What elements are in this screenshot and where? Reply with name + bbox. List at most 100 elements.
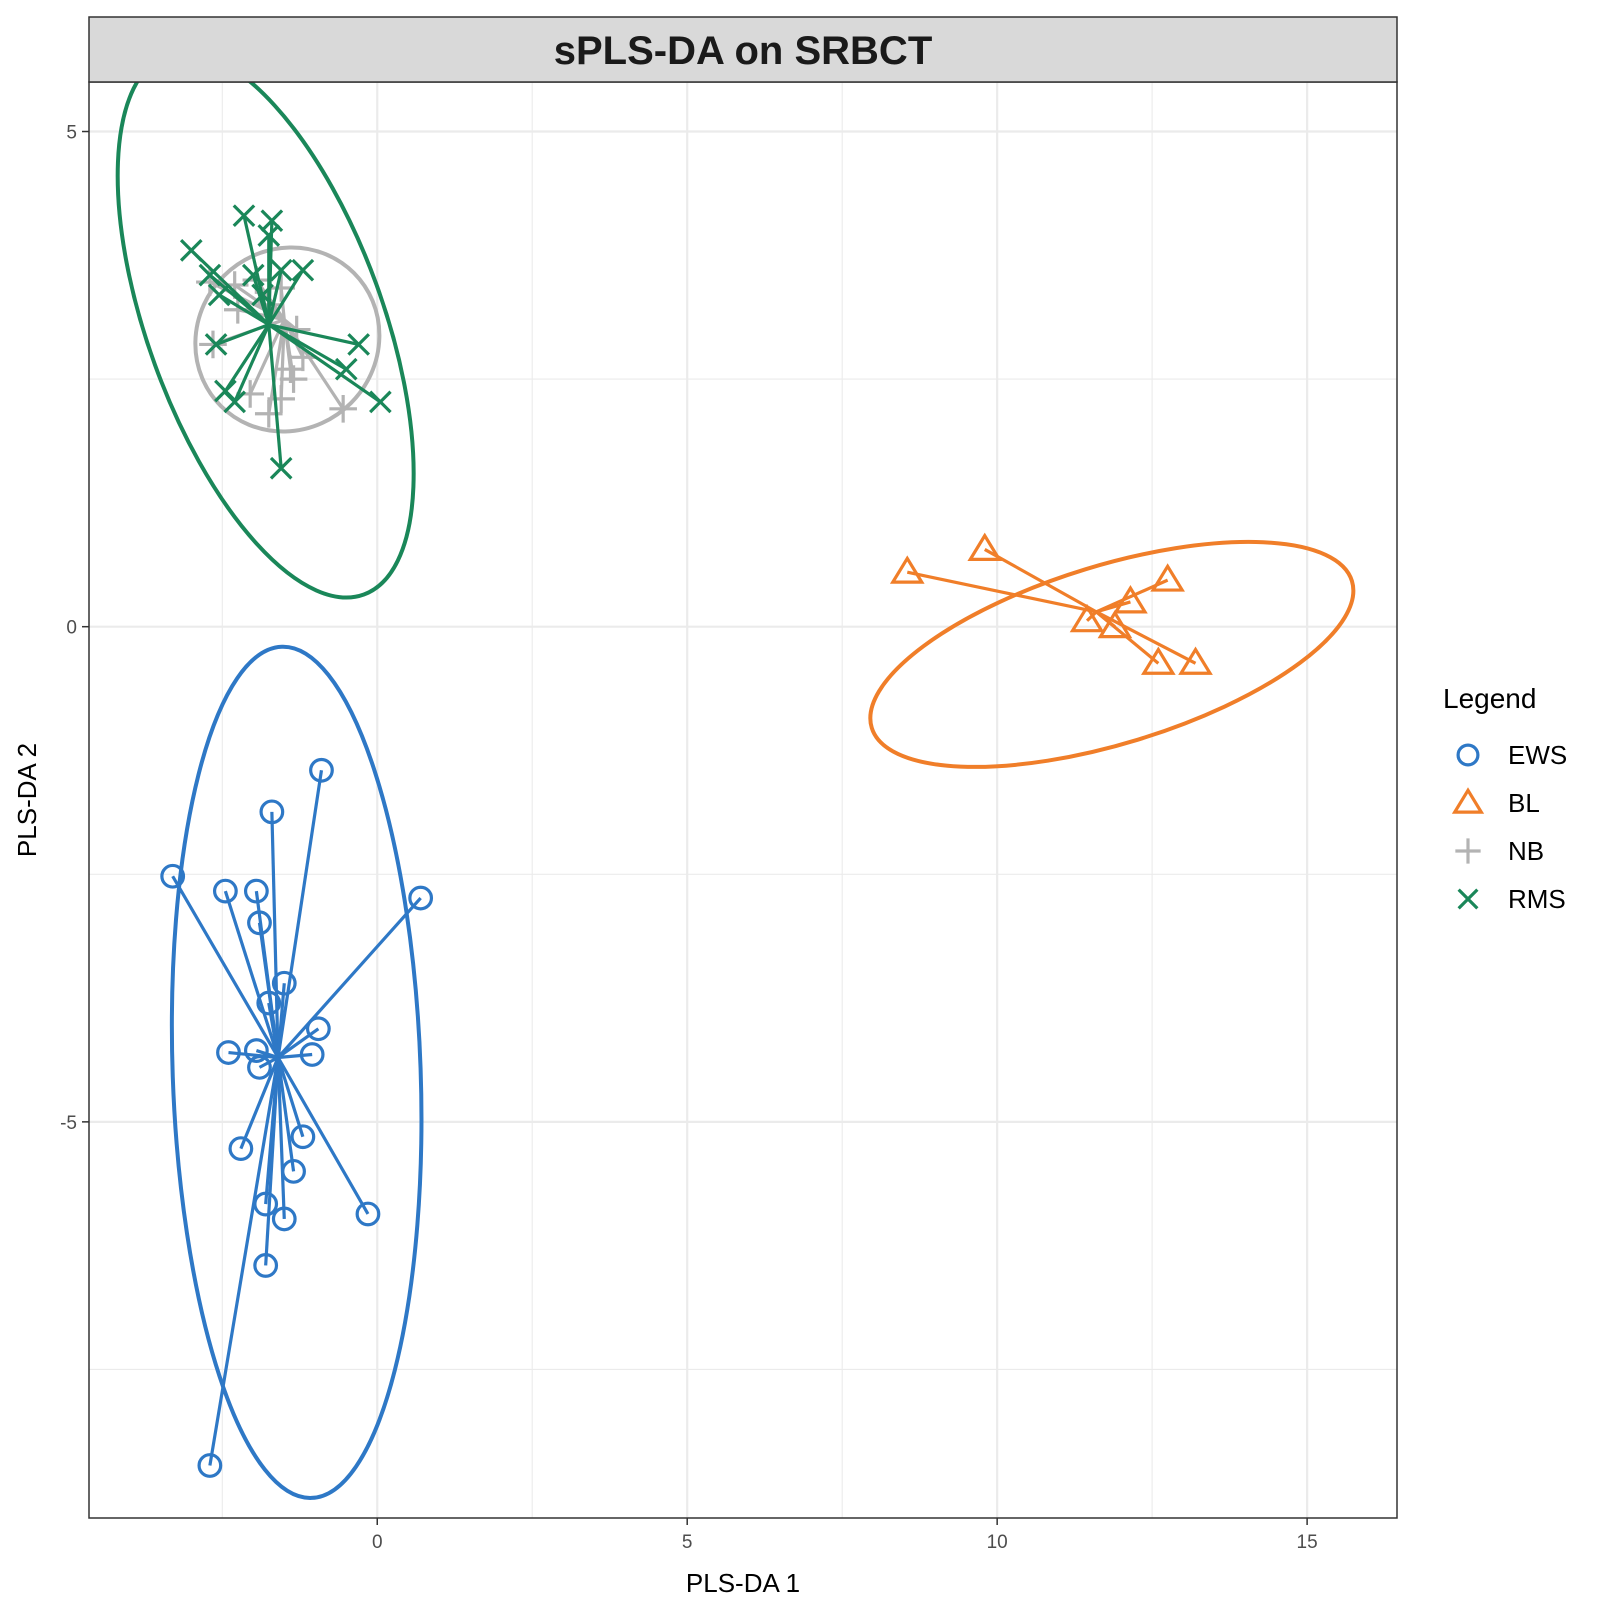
data-point-ews [247, 1054, 272, 1080]
series-rms [115, 49, 416, 600]
x-tick-label: 5 [682, 1532, 693, 1553]
data-point-bl [1113, 585, 1148, 614]
star-line-rms [267, 269, 305, 326]
star-line-ews [264, 1057, 280, 1266]
star-line-rms [267, 323, 382, 404]
data-point-ews [253, 1253, 279, 1278]
data-point-nb [267, 385, 295, 413]
confidence-ellipse-ews [169, 644, 424, 1500]
data-point-rms [198, 263, 222, 287]
data-point-ews [216, 1040, 241, 1065]
data-point-ews [290, 1124, 316, 1150]
data-point-bl [1140, 646, 1176, 675]
data-point-rms [369, 390, 392, 414]
legend: Legend EWS BL NB RMS [1443, 683, 1567, 914]
data-point-bl [889, 555, 925, 584]
data-point-ews [247, 910, 272, 936]
star-line-ews [276, 896, 422, 1059]
star-line-ews [270, 811, 280, 1058]
star-line-ews [276, 770, 324, 1058]
star-line-ews [276, 983, 286, 1058]
x-axis-title: PLS-DA 1 [686, 1568, 800, 1598]
confidence-ellipse-nb [193, 245, 382, 434]
data-point-ews [256, 990, 282, 1016]
data-point-rms [251, 283, 274, 307]
data-point-rms [241, 263, 265, 287]
confidence-ellipse-bl [868, 539, 1356, 769]
data-point-rms [291, 258, 315, 282]
data-point-ews [355, 1201, 381, 1227]
star-line-ews [208, 1057, 280, 1466]
star-line-ews [228, 1050, 279, 1060]
data-point-ews [305, 1016, 331, 1042]
star-line-bl [1095, 600, 1131, 614]
star-line-ews [276, 1057, 286, 1219]
star-line-ews [276, 1057, 296, 1172]
data-layer [115, 49, 1356, 1500]
data-point-ews [271, 1206, 297, 1232]
star-line-rms [224, 323, 271, 392]
star-line-ews [223, 890, 280, 1058]
data-point-ews [299, 1042, 325, 1067]
x-tick-label: 0 [372, 1532, 383, 1553]
y-tick-label: 0 [66, 618, 77, 639]
star-line-rms [218, 293, 270, 327]
star-line-ews [277, 1027, 320, 1059]
legend-label-bl: BL [1508, 788, 1540, 818]
axes: 0 5 10 15 -5 0 5 [60, 123, 1318, 1553]
data-point-ews [228, 1136, 254, 1162]
legend-key-bl [1451, 787, 1485, 814]
star-line-rms [267, 269, 283, 325]
star-line-ews [276, 1056, 370, 1215]
data-point-bl [1069, 603, 1105, 633]
data-point-rms [207, 283, 231, 307]
series-ews [160, 644, 434, 1500]
data-point-bl [1178, 646, 1213, 675]
data-point-ews [243, 878, 269, 904]
data-point-nb [279, 365, 308, 393]
data-point-nb [199, 330, 227, 359]
legend-key-rms [1457, 888, 1479, 910]
data-point-ews [212, 878, 238, 904]
data-point-rms [269, 456, 293, 480]
data-point-ews [271, 970, 297, 996]
data-point-rms [179, 239, 203, 262]
star-line-ews [239, 1056, 280, 1150]
data-point-ews [243, 1038, 269, 1063]
legend-key-nb [1455, 838, 1481, 864]
gridlines [89, 82, 1397, 1518]
data-point-ews [408, 885, 434, 911]
data-point-bl [1097, 609, 1133, 639]
title-strip [88, 16, 1398, 83]
data-point-rms [204, 333, 228, 356]
legend-title: Legend [1443, 683, 1536, 714]
y-tick-label: -5 [60, 1113, 77, 1134]
star-line-rms [215, 323, 270, 346]
star-line-ews [267, 1002, 280, 1058]
star-line-nb [282, 318, 345, 410]
legend-label-nb: NB [1508, 836, 1544, 866]
data-point-rms [334, 357, 358, 381]
star-line-ews [276, 1057, 305, 1138]
star-line-bl [1095, 610, 1197, 665]
data-point-rms [269, 258, 293, 282]
data-point-bl [1150, 563, 1185, 592]
star-line-bl [983, 548, 1098, 614]
y-axis-title: PLS-DA 2 [12, 743, 42, 857]
data-point-ews [259, 799, 285, 825]
chart-title: sPLS-DA on SRBCT [554, 29, 933, 73]
legend-label-ews: EWS [1508, 740, 1567, 770]
data-point-ews [253, 1191, 279, 1217]
star-line-ews [171, 875, 280, 1059]
data-point-rms [232, 204, 256, 228]
y-tick-label: 5 [66, 123, 77, 144]
data-point-rms [223, 390, 247, 414]
star-line-rms [233, 323, 271, 403]
legend-key-ews [1456, 743, 1480, 767]
star-line-bl [906, 570, 1097, 614]
data-point-rms [257, 224, 281, 247]
data-point-ews [197, 1453, 223, 1478]
star-line-rms [267, 324, 283, 469]
